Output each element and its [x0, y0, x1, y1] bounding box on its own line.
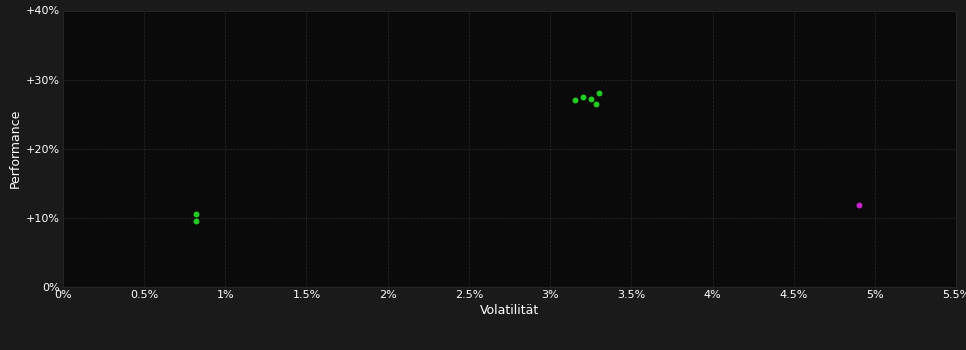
Point	[575, 94, 590, 100]
Point	[591, 91, 607, 96]
Point	[188, 212, 204, 217]
X-axis label: Volatilität: Volatilität	[480, 304, 539, 317]
Point	[583, 96, 599, 102]
Point	[588, 101, 604, 107]
Point	[188, 218, 204, 223]
Point	[567, 98, 582, 103]
Y-axis label: Performance: Performance	[9, 109, 21, 188]
Point	[851, 203, 867, 208]
